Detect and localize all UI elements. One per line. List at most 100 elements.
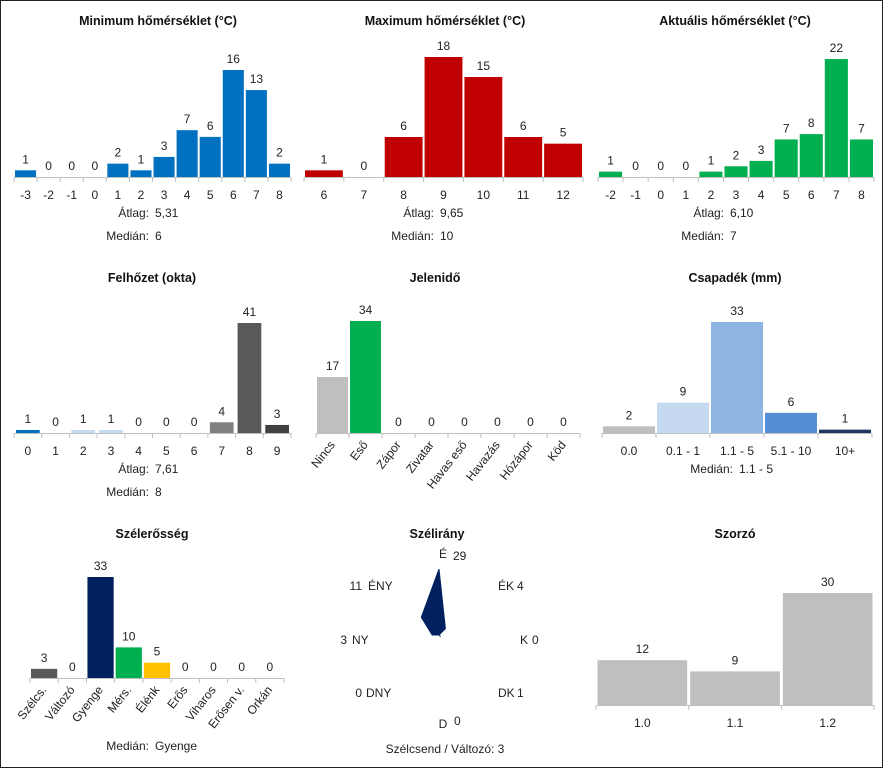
tick-label: 1.0 (634, 716, 651, 730)
tick-label: 6 (230, 188, 237, 202)
tick-label: 2 (80, 444, 87, 458)
data-label: 0 (461, 415, 468, 429)
tick-label: -1 (630, 188, 641, 202)
data-label: 0 (632, 159, 639, 173)
bar-10 (464, 77, 503, 177)
tick-label: 0.0 (621, 444, 638, 458)
data-label: 0 (52, 415, 59, 429)
tick-label: 4 (758, 188, 765, 202)
data-label: 0 (494, 415, 501, 429)
data-label: 1 (321, 152, 328, 166)
direction-value: 29 (453, 549, 467, 563)
tick-label: 1.1 (727, 716, 744, 730)
direction-value: 0 (355, 686, 362, 700)
bar-6 (799, 134, 823, 177)
bar-11 (504, 137, 543, 177)
data-label: 0 (682, 159, 689, 173)
data-label: 6 (788, 395, 795, 409)
chart-title: Csapadék (mm) (688, 271, 781, 285)
bar-2 (130, 170, 152, 177)
data-label: 1 (708, 154, 715, 168)
tick-label: 0.1 - 1 (666, 444, 700, 458)
chart-title: Szélirány (410, 527, 465, 541)
data-label: 3 (41, 651, 48, 665)
tick-label: 1.1 - 5 (720, 444, 754, 458)
tick-label: 5.1 - 10 (771, 444, 812, 458)
bar-12 (544, 143, 582, 177)
bar-2 (71, 430, 96, 433)
tick-label: Mérs. (105, 683, 135, 715)
bar-9 (424, 57, 463, 177)
bar-1.0 (597, 660, 688, 705)
data-label: 2 (733, 148, 740, 162)
median-label: Medián: (690, 462, 733, 476)
tick-label: Élénk (132, 682, 163, 716)
tick-label: 10+ (835, 444, 855, 458)
tick-label: 8 (246, 444, 253, 458)
tick-label: -2 (605, 188, 616, 202)
calm-variable-note: Szélcsend / Változó: 3 (386, 742, 505, 756)
tick-label: 6 (191, 444, 198, 458)
tick-label: Nincs (308, 438, 338, 470)
chart-tmin: Minimum hőmérséklet (°C) 1 -3 0 -2 0 -1 0 0 2 1 1 2 3… (13, 14, 292, 243)
tick-label: Erős (164, 683, 190, 711)
bar-7 (245, 90, 267, 177)
data-label: 0 (45, 159, 52, 173)
tick-label: 8 (858, 188, 865, 202)
tick-label: 1 (682, 188, 689, 202)
tick-label: -1 (66, 188, 77, 202)
bar-Mérs. (115, 647, 142, 678)
data-label: 0 (135, 415, 142, 429)
bar-6 (305, 170, 343, 177)
bar-8 (268, 163, 290, 177)
data-label: 0 (395, 415, 402, 429)
bar-1.1 (690, 671, 780, 705)
direction-value: 0 (454, 714, 461, 728)
bar-7 (209, 422, 234, 433)
median-value: 8 (155, 485, 162, 499)
chart-cloud: Felhőzet (okta) 1 0 0 1 1 2 1 3 0 4 0 5 0 6 4 7 41 8 3 9 Átla… (13, 271, 292, 499)
data-label: 18 (437, 39, 451, 53)
bar-5 (199, 136, 221, 177)
bar-8 (237, 323, 262, 433)
mean-label: Átlag: (118, 205, 149, 220)
data-label: 1 (138, 152, 145, 166)
bar-9 (265, 424, 289, 433)
tick-label: Zivatar (403, 438, 437, 476)
bar-Szélcs. (31, 668, 58, 678)
data-label: 0 (238, 660, 245, 674)
tick-label: 8 (400, 188, 407, 202)
tick-label: Orkán (244, 683, 275, 717)
tick-label: 8 (276, 188, 283, 202)
data-label: 8 (808, 116, 815, 130)
direction-label: ÉK (498, 578, 514, 593)
data-label: 15 (477, 59, 491, 73)
bar-10+ (819, 429, 871, 433)
tick-label: Havazás (463, 438, 503, 483)
bar-1.2 (782, 593, 873, 705)
tick-label: -3 (20, 188, 31, 202)
median-value: Gyenge (155, 739, 197, 753)
chart-windspd: Szélerősség3Szélcs.0Változó33Gyenge10Mér… (15, 527, 285, 753)
data-label: 1 (607, 154, 614, 168)
tick-label: Hózápor (497, 438, 536, 482)
median-label: Medián: (106, 485, 149, 499)
tick-label: 3 (161, 188, 168, 202)
tick-label: 10 (477, 188, 491, 202)
bar-0.0 (603, 426, 655, 433)
data-label: 6 (207, 119, 214, 133)
chart-tmax: Maximum hőmérséklet (°C) 1 6 0 7 6 8 18 9 15 10 6 11… (303, 14, 584, 243)
bar-3 (99, 430, 123, 433)
data-label: 3 (274, 407, 281, 421)
tick-label: 7 (218, 444, 225, 458)
tick-label: 9 (440, 188, 447, 202)
data-label: 1 (80, 412, 87, 426)
data-label: 2 (626, 408, 633, 422)
data-label: 34 (359, 303, 373, 317)
bar-Gyenge (87, 577, 114, 678)
tick-label: 0 (25, 444, 32, 458)
tick-label: 4 (135, 444, 142, 458)
mean-value: 9,65 (440, 206, 464, 220)
bar--3 (15, 170, 37, 177)
data-label: 0 (210, 660, 217, 674)
